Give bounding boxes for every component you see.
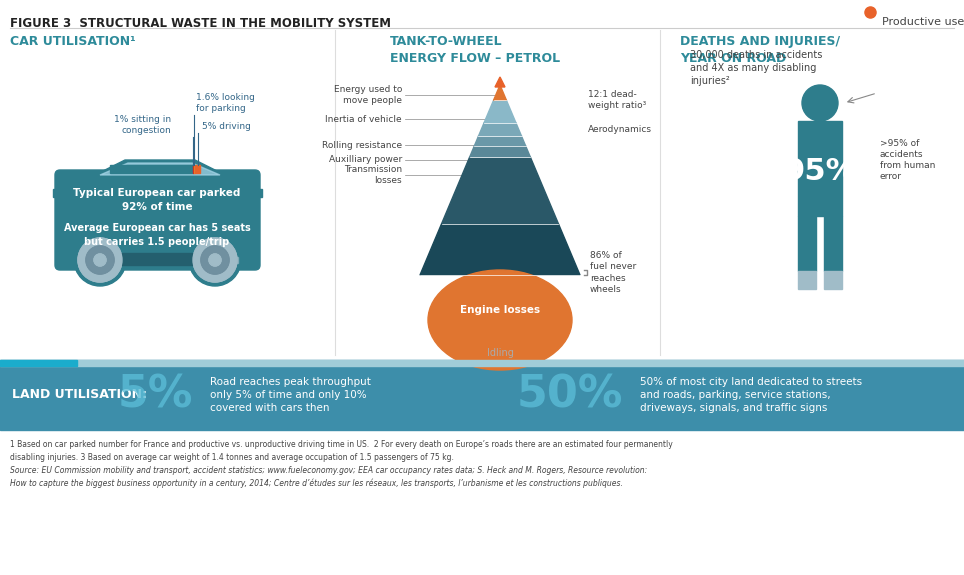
Text: >95% of
accidents
from human
error: >95% of accidents from human error [880, 139, 935, 181]
Text: 1.6% looking
for parking: 1.6% looking for parking [197, 93, 255, 113]
Circle shape [94, 254, 106, 266]
Text: 1 Based on car parked number for France and productive vs. unproductive driving : 1 Based on car parked number for France … [10, 440, 673, 449]
Circle shape [74, 234, 126, 286]
Bar [798, 121, 842, 216]
Text: 50%: 50% [517, 374, 623, 416]
Circle shape [189, 234, 241, 286]
Text: DEATHS AND INJURIES/
YEAR ON ROAD: DEATHS AND INJURIES/ YEAR ON ROAD [680, 35, 840, 65]
Circle shape [209, 254, 221, 266]
Text: Engine losses: Engine losses [460, 305, 540, 315]
Text: Productive use: Productive use [882, 17, 964, 27]
Circle shape [802, 85, 838, 121]
Polygon shape [484, 100, 516, 123]
Text: FIGURE 3  STRUCTURAL WASTE IN THE MOBILITY SYSTEM: FIGURE 3 STRUCTURAL WASTE IN THE MOBILIT… [10, 17, 391, 30]
Circle shape [193, 238, 237, 282]
Bar [798, 216, 816, 271]
Text: 50% of most city land dedicated to streets
and roads, parking, service stations,: 50% of most city land dedicated to stree… [640, 377, 862, 413]
Bar [0, 360, 77, 366]
Circle shape [201, 246, 229, 274]
Text: Transmission
losses: Transmission losses [344, 165, 402, 185]
Bar [195, 165, 200, 173]
Text: Typical European car parked
92% of time: Typical European car parked 92% of time [73, 189, 241, 212]
Text: Auxilliary power: Auxilliary power [329, 155, 402, 164]
Text: 95%: 95% [784, 156, 857, 186]
Bar [194, 165, 195, 173]
Bar [0, 360, 964, 430]
Text: 1% sitting in
congestion: 1% sitting in congestion [114, 115, 172, 135]
Text: CAR UTILISATION¹: CAR UTILISATION¹ [10, 35, 136, 48]
FancyBboxPatch shape [55, 170, 260, 270]
Circle shape [86, 246, 114, 274]
Bar [824, 216, 842, 271]
Circle shape [193, 238, 237, 282]
Text: 12:1 dead-
weight ratio³: 12:1 dead- weight ratio³ [588, 90, 646, 110]
Text: Inertia of vehicle: Inertia of vehicle [326, 114, 402, 124]
Bar [53, 189, 65, 197]
Polygon shape [95, 160, 225, 175]
Text: Energy used to
move people: Energy used to move people [334, 85, 402, 105]
Circle shape [201, 246, 229, 274]
Bar [824, 271, 842, 289]
Bar [250, 189, 262, 197]
Circle shape [86, 246, 114, 274]
Polygon shape [474, 136, 525, 146]
Circle shape [94, 254, 106, 266]
Text: Average European car has 5 seats
but carries 1.5 people/trip: Average European car has 5 seats but car… [64, 224, 251, 247]
Text: TANK-TO-WHEEL
ENERGY FLOW – PETROL: TANK-TO-WHEEL ENERGY FLOW – PETROL [390, 35, 560, 65]
Text: 5%: 5% [118, 374, 193, 416]
Bar [798, 271, 816, 289]
Bar [78, 257, 238, 263]
Polygon shape [469, 146, 530, 157]
Bar [90, 253, 225, 265]
Polygon shape [442, 157, 558, 224]
Text: Source: EU Commission mobility and transport, accident statistics; www.fuelecono: Source: EU Commission mobility and trans… [10, 466, 647, 475]
Polygon shape [495, 77, 505, 87]
Ellipse shape [428, 270, 572, 370]
Text: How to capture the biggest business opportunity in a century, 2014; Centre d’étu: How to capture the biggest business oppo… [10, 479, 623, 489]
Text: LAND UTILISATION:: LAND UTILISATION: [12, 389, 147, 401]
Circle shape [209, 254, 221, 266]
Circle shape [78, 238, 122, 282]
Text: Rolling resistance: Rolling resistance [322, 140, 402, 150]
Polygon shape [420, 224, 580, 275]
Circle shape [78, 238, 122, 282]
Text: disabling injuries. 3 Based on average car weight of 1.4 tonnes and average occu: disabling injuries. 3 Based on average c… [10, 453, 454, 462]
Text: Aerodynamics: Aerodynamics [588, 125, 652, 135]
Polygon shape [494, 85, 506, 100]
Bar [0, 360, 964, 366]
Text: 30,000 deaths in accidents
and 4X as many disabling
injuries²: 30,000 deaths in accidents and 4X as man… [690, 50, 822, 86]
Text: Road reaches peak throughput
only 5% of time and only 10%
covered with cars then: Road reaches peak throughput only 5% of … [210, 377, 371, 413]
Text: Idling: Idling [487, 348, 514, 358]
Polygon shape [478, 123, 522, 136]
Bar [110, 165, 193, 173]
Text: 5% driving: 5% driving [201, 122, 251, 131]
Polygon shape [100, 163, 220, 175]
Text: 86% of
fuel never
reaches
wheels: 86% of fuel never reaches wheels [590, 251, 636, 294]
